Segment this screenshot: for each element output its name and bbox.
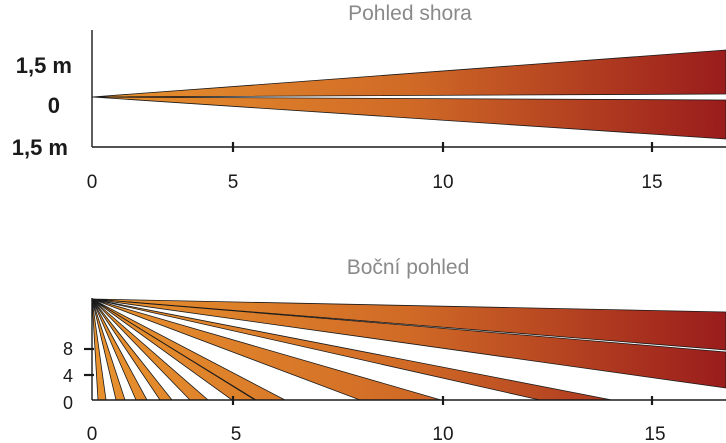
top-y-label-lower: 1,5 m: [12, 135, 68, 160]
side-x-tick-label-0: 0: [87, 424, 98, 443]
side-view-x-ticks: [231, 396, 654, 405]
side-view-diagram: Boční pohled 8 4 0 0 5 10 15: [63, 256, 726, 443]
top-view-beams: [91, 49, 726, 140]
side-x-tick-label-5: 5: [231, 424, 242, 443]
top-x-tick-label-0: 0: [87, 172, 98, 193]
top-beam-lower: [91, 96, 726, 140]
side-view-title: Boční pohled: [347, 256, 470, 279]
side-y-label-8: 8: [63, 339, 73, 359]
top-view-diagram: Pohled shora 1,5 m 0 1,5 m 0 5 10 15: [12, 2, 726, 193]
side-beam-1: [91, 298, 726, 351]
top-y-label-center: 0: [48, 93, 60, 118]
side-y-label-4: 4: [63, 366, 73, 386]
side-x-tick-label-10: 10: [432, 424, 453, 443]
side-y-label-0: 0: [63, 393, 73, 413]
top-view-x-ticks: [231, 142, 654, 152]
side-x-tick-label-15: 15: [644, 424, 665, 443]
side-beam-2: [91, 298, 726, 389]
top-x-tick-label-5: 5: [228, 172, 239, 193]
top-x-tick-label-10: 10: [432, 172, 453, 193]
top-beam-upper: [91, 49, 726, 98]
top-y-label-upper: 1,5 m: [16, 53, 72, 78]
top-x-tick-label-15: 15: [641, 172, 662, 193]
top-view-title: Pohled shora: [348, 2, 472, 25]
side-view-y-ticks: [84, 347, 94, 377]
side-view-beams: [91, 298, 726, 401]
